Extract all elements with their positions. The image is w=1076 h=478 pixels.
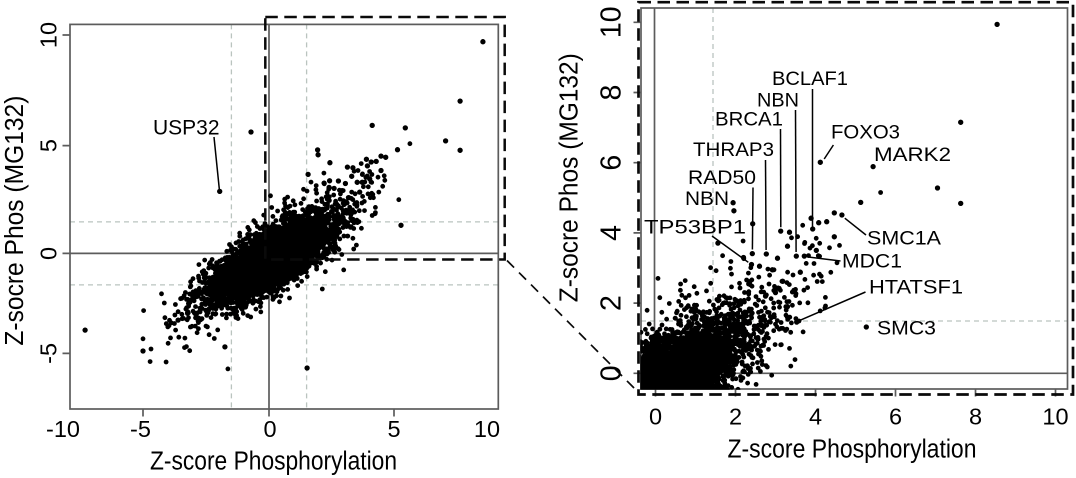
svg-text:NBN: NBN <box>685 188 729 210</box>
svg-text:-5: -5 <box>130 416 151 442</box>
svg-text:THRAP3: THRAP3 <box>693 139 774 161</box>
svg-text:8: 8 <box>969 404 982 430</box>
svg-text:8: 8 <box>596 85 628 101</box>
svg-text:0: 0 <box>263 416 276 442</box>
svg-text:5: 5 <box>36 139 62 152</box>
svg-text:Z-score Phosphorylation: Z-score Phosphorylation <box>150 448 397 476</box>
svg-text:10: 10 <box>474 416 500 442</box>
svg-text:0: 0 <box>596 365 628 381</box>
svg-text:4: 4 <box>809 404 822 430</box>
svg-text:2: 2 <box>596 295 628 311</box>
svg-text:Z-score Phosphorylation: Z-score Phosphorylation <box>728 435 977 463</box>
svg-text:RAD50: RAD50 <box>688 167 756 189</box>
svg-text:HTATSF1: HTATSF1 <box>869 277 963 299</box>
svg-text:FOXO3: FOXO3 <box>831 122 900 144</box>
svg-text:BCLAF1: BCLAF1 <box>772 68 848 90</box>
svg-text:NBN: NBN <box>757 90 799 112</box>
svg-text:6: 6 <box>596 155 628 171</box>
svg-text:-10: -10 <box>46 416 80 442</box>
svg-text:SMC3: SMC3 <box>877 318 936 340</box>
svg-text:5: 5 <box>387 416 400 442</box>
svg-text:SMC1A: SMC1A <box>867 228 941 250</box>
svg-text:TP53BP1: TP53BP1 <box>644 217 746 239</box>
svg-text:0: 0 <box>36 247 62 260</box>
svg-text:MDC1: MDC1 <box>842 251 902 273</box>
svg-text:BRCA1: BRCA1 <box>715 109 783 131</box>
svg-text:6: 6 <box>889 404 902 430</box>
svg-text:Z-socre Phos (MG132): Z-socre Phos (MG132) <box>1 96 29 346</box>
svg-text:0: 0 <box>649 404 662 430</box>
svg-text:2: 2 <box>729 404 742 430</box>
svg-text:MARK2: MARK2 <box>874 144 951 166</box>
svg-text:10: 10 <box>596 6 628 38</box>
svg-text:4: 4 <box>596 225 628 241</box>
svg-text:10: 10 <box>1042 404 1068 430</box>
svg-text:Z-socre Phos (MG132): Z-socre Phos (MG132) <box>555 53 583 302</box>
svg-text:-5: -5 <box>36 343 62 364</box>
svg-text:10: 10 <box>36 22 62 48</box>
svg-text:USP32: USP32 <box>153 117 220 140</box>
